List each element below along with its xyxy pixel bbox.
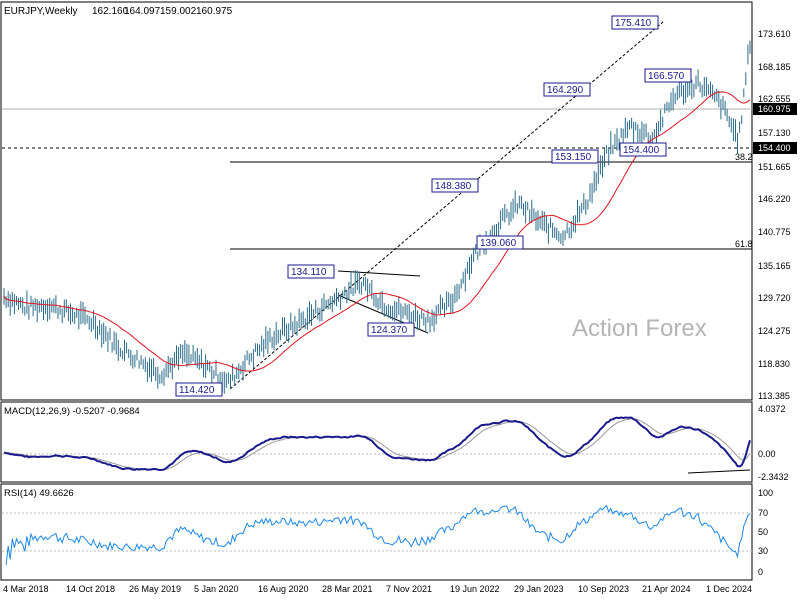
ohlc-low: 159.002 [160,6,197,17]
rsi-y-tick: 50 [758,527,768,537]
rsi-y-tick: 0 [758,567,763,577]
rsi-panel: RSI(14) 49.6626 100 70 50 30 0 [0,483,773,581]
y-tick: 162.555 [758,94,791,104]
rsi-y-tick: 30 [758,546,768,556]
fib-61-label: 61.8 [735,239,753,249]
y-tick: 113.385 [758,391,790,401]
y-tick: 129.720 [758,293,791,303]
svg-text:164.290: 164.290 [547,85,584,96]
ohlc-close: 160.975 [196,6,233,17]
svg-text:166.570: 166.570 [648,71,685,82]
svg-text:175.410: 175.410 [615,18,652,29]
x-tick: 26 May 2019 [129,584,181,594]
annotation-148-380: 148.380 [431,178,479,193]
macd-main-line [3,416,751,472]
svg-text:114.420: 114.420 [179,385,215,396]
x-tick: 16 Aug 2020 [258,584,309,594]
y-tick: 135.165 [758,261,791,271]
macd-y-axis: 4.0372 0.00 -2.3432 [758,404,789,482]
macd-signal-line [3,418,751,470]
y-tick: 151.665 [758,162,791,172]
x-tick: 10 Sep 2023 [578,584,629,594]
annotation-134-110: 134.110 [287,264,335,279]
annotation-175-410: 175.410 [611,15,659,30]
rsi-y-tick: 70 [758,508,768,518]
rsi-line [5,504,751,565]
y-tick: 146.220 [758,194,791,204]
triangle-upper-line [337,270,421,277]
annotation-114-420: 114.420 [175,382,223,397]
rsi-panel-frame [0,483,753,581]
macd-y-tick: 0.00 [758,449,776,459]
ohlc-high: 164.097 [124,6,161,17]
annotation-164-290: 164.290 [543,82,591,97]
price-bars [3,40,751,394]
macd-title: MACD(12,26,9) -0.5207 -0.9684 [4,406,140,417]
x-tick: 4 Mar 2018 [3,584,49,594]
svg-text:153.150: 153.150 [555,152,592,163]
rsi-title: RSI(14) 49.6626 [4,488,74,499]
svg-text:148.380: 148.380 [435,181,472,192]
y-tick: 118.830 [758,359,790,369]
x-tick: 7 Nov 2021 [386,584,432,594]
rsi-y-axis: 100 70 50 30 0 [758,488,773,577]
price-moving-average [3,91,751,372]
support-price-tag: 154.400 [753,142,797,154]
price-panel-title: EURJPY,Weekly [4,6,78,17]
x-tick: 5 Jan 2020 [194,584,239,594]
x-tick: 21 Apr 2024 [642,584,691,594]
annotation-139-060: 139.060 [476,235,524,250]
rsi-y-tick: 100 [758,488,773,498]
svg-text:139.060: 139.060 [480,238,517,249]
macd-y-tick: -2.3432 [758,472,789,482]
macd-trendline [687,469,751,474]
x-tick: 14 Oct 2018 [66,584,115,594]
svg-text:154.400: 154.400 [758,143,791,153]
svg-text:160.975: 160.975 [758,104,791,114]
y-tick: 173.610 [758,29,791,39]
current-price-tag: 160.975 [753,103,797,115]
x-tick: 28 Mar 2021 [322,584,373,594]
price-panel: EURJPY,Weekly 162.160 164.097 159.002 16… [0,1,797,401]
price-y-axis: 173.610 168.185 162.555 157.130 151.665 … [758,29,791,401]
x-axis: 4 Mar 2018 14 Oct 2018 26 May 2019 5 Jan… [3,584,752,594]
y-tick: 168.185 [758,62,791,72]
annotation-153-150: 153.150 [551,149,599,164]
svg-text:154.400: 154.400 [623,145,660,156]
x-tick: 19 Jun 2022 [450,584,500,594]
annotation-124-370: 124.370 [367,322,415,337]
annotation-166-570: 166.570 [644,68,692,83]
annotations: 175.410 166.570 164.290 153.150 154.400 … [175,15,692,397]
macd-y-tick: 4.0372 [758,404,786,414]
fib-38-label: 38.2 [735,152,753,162]
y-tick: 140.775 [758,227,791,237]
macd-panel: MACD(12,26,9) -0.5207 -0.9684 4.0372 0.0… [0,401,789,483]
svg-text:124.370: 124.370 [371,325,408,336]
x-tick: 29 Jan 2023 [514,584,564,594]
svg-text:134.110: 134.110 [291,267,327,278]
y-tick: 157.130 [758,128,791,138]
y-tick: 124.275 [758,326,791,336]
annotation-154-400: 154.400 [619,142,667,157]
ohlc-open: 162.160 [92,6,129,17]
watermark: Action Forex [572,315,707,342]
x-tick: 1 Dec 2024 [706,584,752,594]
